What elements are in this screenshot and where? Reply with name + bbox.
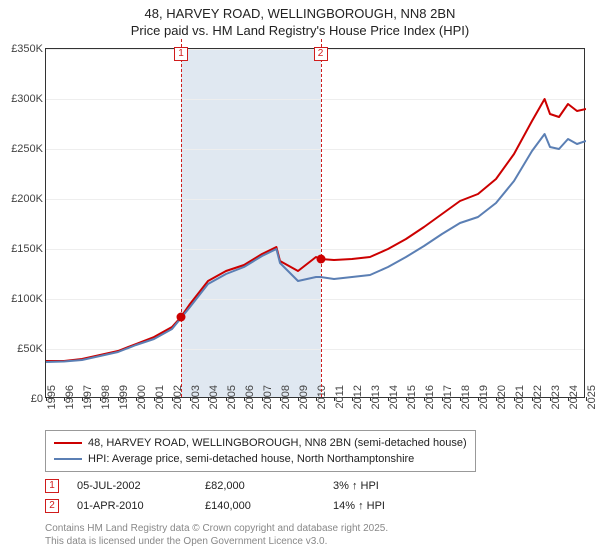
transaction-date: 01-APR-2010 <box>77 500 187 512</box>
chart-lines <box>46 49 586 399</box>
legend-swatch <box>54 442 82 444</box>
legend-label: HPI: Average price, semi-detached house,… <box>88 453 414 465</box>
transaction-row: 2 01-APR-2010 £140,000 14% ↑ HPI <box>45 496 585 516</box>
y-axis-tick-label: £300K <box>1 93 43 105</box>
footer-line-1: Contains HM Land Registry data © Crown c… <box>45 522 388 535</box>
y-axis-tick-label: £100K <box>1 293 43 305</box>
legend-row: 48, HARVEY ROAD, WELLINGBOROUGH, NN8 2BN… <box>54 435 467 451</box>
legend-label: 48, HARVEY ROAD, WELLINGBOROUGH, NN8 2BN… <box>88 437 467 449</box>
sale-dot <box>316 255 325 264</box>
title-line-2: Price paid vs. HM Land Registry's House … <box>0 23 600 40</box>
chart-plot-area: £0£50K£100K£150K£200K£250K£300K£350K1995… <box>45 48 585 398</box>
sale-dot <box>177 313 186 322</box>
y-axis-tick-label: £50K <box>1 343 43 355</box>
chart-title: 48, HARVEY ROAD, WELLINGBOROUGH, NN8 2BN… <box>0 0 600 40</box>
legend-swatch <box>54 458 82 460</box>
transaction-row: 1 05-JUL-2002 £82,000 3% ↑ HPI <box>45 476 585 496</box>
transaction-price: £140,000 <box>205 500 315 512</box>
title-line-1: 48, HARVEY ROAD, WELLINGBOROUGH, NN8 2BN <box>0 6 600 23</box>
y-axis-tick-label: £200K <box>1 193 43 205</box>
transactions-table: 1 05-JUL-2002 £82,000 3% ↑ HPI 2 01-APR-2010 £… <box>45 476 585 516</box>
legend: 48, HARVEY ROAD, WELLINGBOROUGH, NN8 2BN… <box>45 430 476 472</box>
y-axis-tick-label: £150K <box>1 243 43 255</box>
footer-attribution: Contains HM Land Registry data © Crown c… <box>45 522 388 548</box>
y-axis-tick-label: £0 <box>1 393 43 405</box>
transaction-pct: 14% ↑ HPI <box>333 500 385 512</box>
x-axis-tick-label: 2025 <box>586 385 598 415</box>
legend-row: HPI: Average price, semi-detached house,… <box>54 451 467 467</box>
series-price_paid <box>46 99 586 361</box>
plot-surface: £0£50K£100K£150K£200K£250K£300K£350K1995… <box>46 49 584 397</box>
y-axis-tick-label: £350K <box>1 43 43 55</box>
transaction-marker: 2 <box>45 499 59 513</box>
footer-line-2: This data is licensed under the Open Gov… <box>45 535 388 548</box>
transaction-date: 05-JUL-2002 <box>77 480 187 492</box>
transaction-price: £82,000 <box>205 480 315 492</box>
transaction-pct: 3% ↑ HPI <box>333 480 379 492</box>
transaction-marker: 1 <box>45 479 59 493</box>
y-axis-tick-label: £250K <box>1 143 43 155</box>
